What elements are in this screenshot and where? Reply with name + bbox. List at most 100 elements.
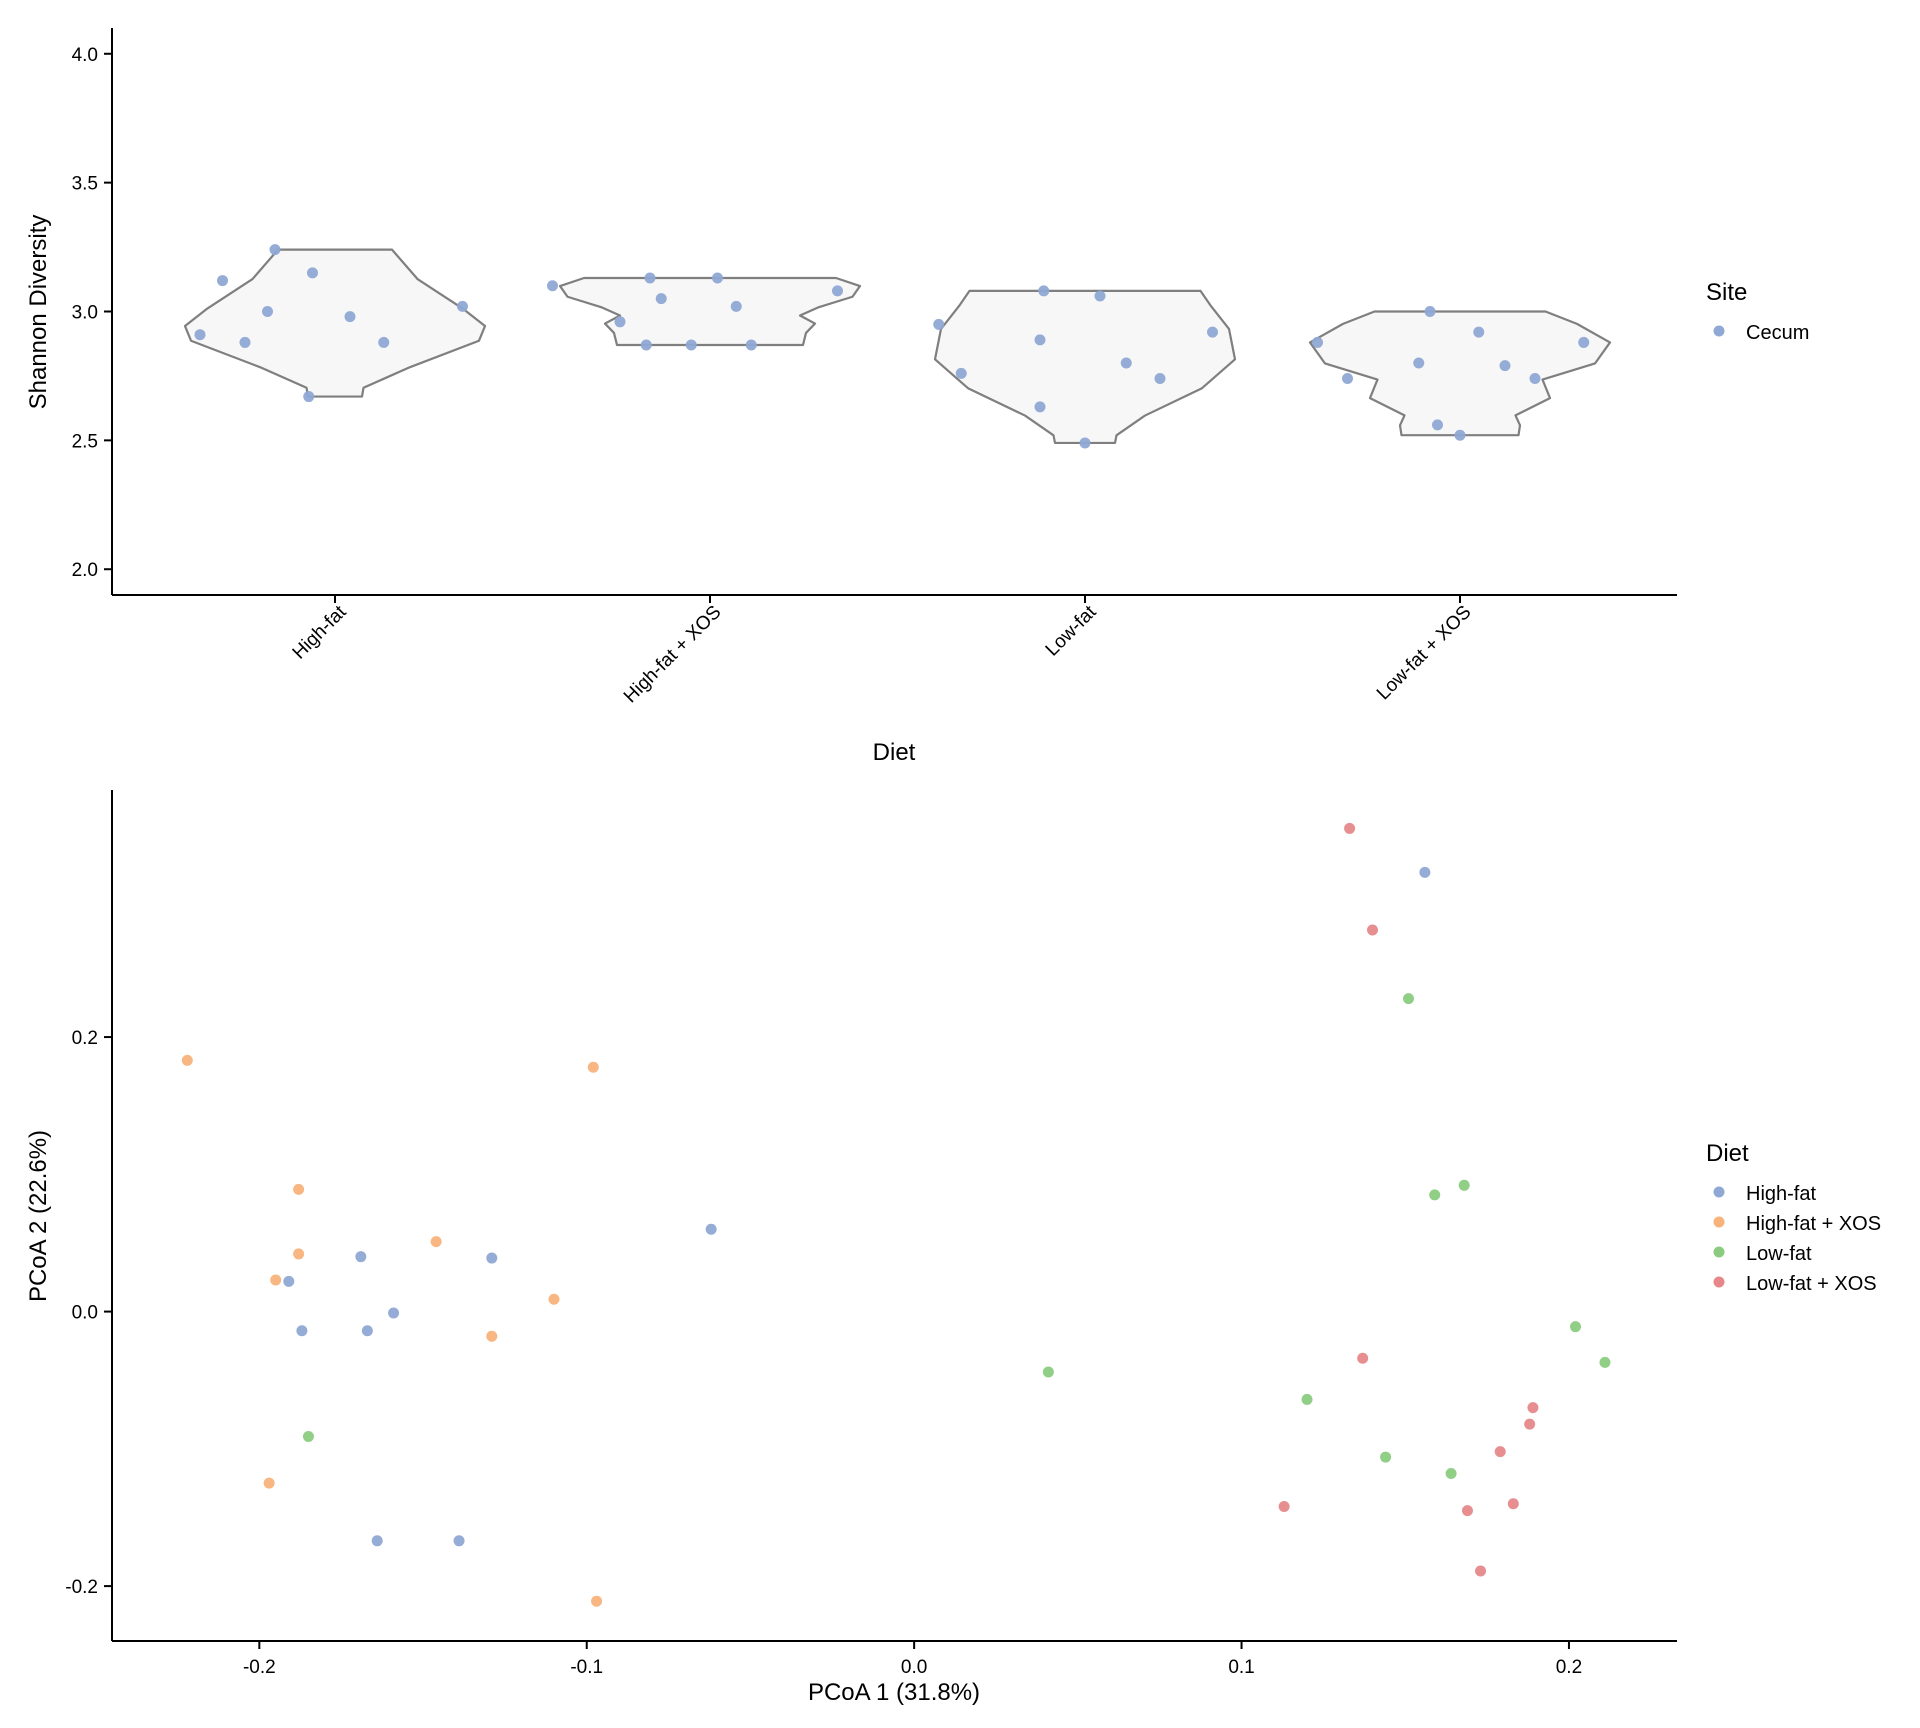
violin-point: [1529, 373, 1541, 385]
violin-point: [933, 318, 945, 330]
scatter-point: [1344, 822, 1356, 834]
x-axis-title: Diet: [873, 739, 916, 766]
violin-point: [457, 300, 468, 312]
x-axis-title: PCoA 1 (31.8%): [808, 1679, 980, 1706]
legend-label: High-fat: [1746, 1183, 1816, 1205]
scatter-point: [1419, 866, 1431, 878]
x-tick-label: High-fat: [289, 601, 351, 663]
violin-2: [933, 289, 1237, 445]
violin-point: [745, 339, 757, 351]
scatter-point: [1357, 1352, 1369, 1364]
scatter-point: [1461, 1505, 1473, 1517]
legend-title: Site: [1706, 279, 1747, 306]
scatter-point: [486, 1330, 498, 1342]
violin-point: [1342, 373, 1353, 385]
violin-point: [1424, 306, 1436, 317]
violin-point: [262, 306, 273, 317]
legend-title: Diet: [1706, 1140, 1749, 1167]
legend-marker: [1713, 1216, 1725, 1228]
legend-label: Low-fat: [1746, 1243, 1812, 1265]
legend-label: High-fat + XOS: [1746, 1213, 1881, 1235]
x-tick-label: -0.2: [243, 1657, 276, 1678]
scatter-point: [453, 1535, 465, 1547]
violin-0: [183, 248, 487, 398]
y-axis-title: Shannon Diversity: [25, 215, 52, 410]
scatter-point: [430, 1236, 442, 1248]
violin-3: [1308, 310, 1612, 437]
scatter-point: [1570, 1321, 1582, 1333]
violin-point: [194, 329, 206, 341]
y-tick-label: 2.5: [72, 431, 98, 452]
violin-point: [1207, 326, 1218, 338]
legend-marker: [1713, 325, 1725, 337]
violin-point: [378, 336, 390, 348]
violin-point: [303, 391, 315, 403]
scatter-point: [1458, 1179, 1470, 1191]
violin-point: [1079, 437, 1091, 449]
scatter-point: [1380, 1451, 1392, 1463]
violin-point: [1034, 401, 1046, 413]
violin-point: [1454, 429, 1466, 441]
scatter-point: [705, 1223, 717, 1235]
violin-point: [640, 339, 652, 351]
scatter-point: [283, 1275, 295, 1287]
legend-marker: [1713, 1186, 1725, 1198]
scatter-point: [270, 1274, 282, 1286]
x-tick-label: Low-fat: [1042, 601, 1101, 660]
y-tick-label: 2.0: [72, 560, 98, 581]
y-tick-label: 0.2: [72, 1028, 98, 1049]
scatter-point: [296, 1325, 308, 1337]
y-tick-label: 3.0: [72, 303, 98, 324]
scatter-point: [181, 1054, 193, 1066]
violin-point: [269, 244, 281, 256]
scatter-point: [1429, 1189, 1441, 1201]
violin-point: [547, 280, 558, 292]
violin-point: [1413, 357, 1425, 369]
violin-point: [614, 316, 626, 328]
x-tick-label: 0.0: [901, 1657, 927, 1678]
scatter-point: [371, 1535, 383, 1547]
y-tick-label: -0.2: [65, 1577, 98, 1598]
violin-1: [558, 276, 862, 347]
violin-point: [1034, 334, 1046, 346]
scatter-point: [293, 1183, 305, 1195]
scatter-panel: -0.2 0.0 0.2 -0.2 -0.1 0.0 0.1 0.2 PCoA 1 (31.8%…: [25, 790, 1881, 1706]
scatter-point: [587, 1061, 599, 1073]
y-axis-title: PCoA 2 (22.6%): [25, 1130, 52, 1302]
violin-point: [730, 300, 742, 312]
scatter-point: [355, 1251, 367, 1263]
violin-point: [644, 272, 656, 284]
x-tick-label: 0.1: [1228, 1657, 1254, 1678]
y-tick-label: 0.0: [72, 1303, 98, 1324]
violin-point: [1038, 285, 1050, 297]
y-tick-label: 3.5: [72, 174, 98, 195]
violin-point: [1473, 326, 1485, 338]
violin-point: [1094, 290, 1106, 302]
scatter-point: [1042, 1366, 1054, 1378]
x-tick-label: 0.2: [1556, 1657, 1582, 1678]
scatter-point: [1507, 1498, 1519, 1510]
scatter-point: [1599, 1356, 1611, 1368]
legend-label: Cecum: [1746, 322, 1809, 344]
violin-point: [1120, 357, 1132, 369]
legend-marker: [1713, 1246, 1725, 1258]
scatter-point: [1475, 1565, 1487, 1577]
scatter-point: [486, 1252, 498, 1264]
scatter-point: [548, 1293, 560, 1305]
violin-point: [955, 367, 967, 379]
violin-point: [832, 285, 843, 297]
scatter-point: [361, 1325, 373, 1337]
violin-point: [217, 275, 228, 287]
violin-point: [344, 311, 356, 323]
legend-label: Low-fat + XOS: [1746, 1273, 1877, 1295]
x-tick-label: High-fat + XOS: [620, 602, 726, 708]
scatter-point: [1301, 1393, 1313, 1405]
scatter-point: [1278, 1500, 1290, 1512]
legend-marker: [1713, 1276, 1725, 1288]
violin-point: [1432, 419, 1443, 431]
scatter-point: [1524, 1418, 1536, 1430]
y-tick-label: 4.0: [72, 45, 98, 66]
scatter-point: [1403, 993, 1415, 1005]
violin-point: [239, 336, 251, 348]
